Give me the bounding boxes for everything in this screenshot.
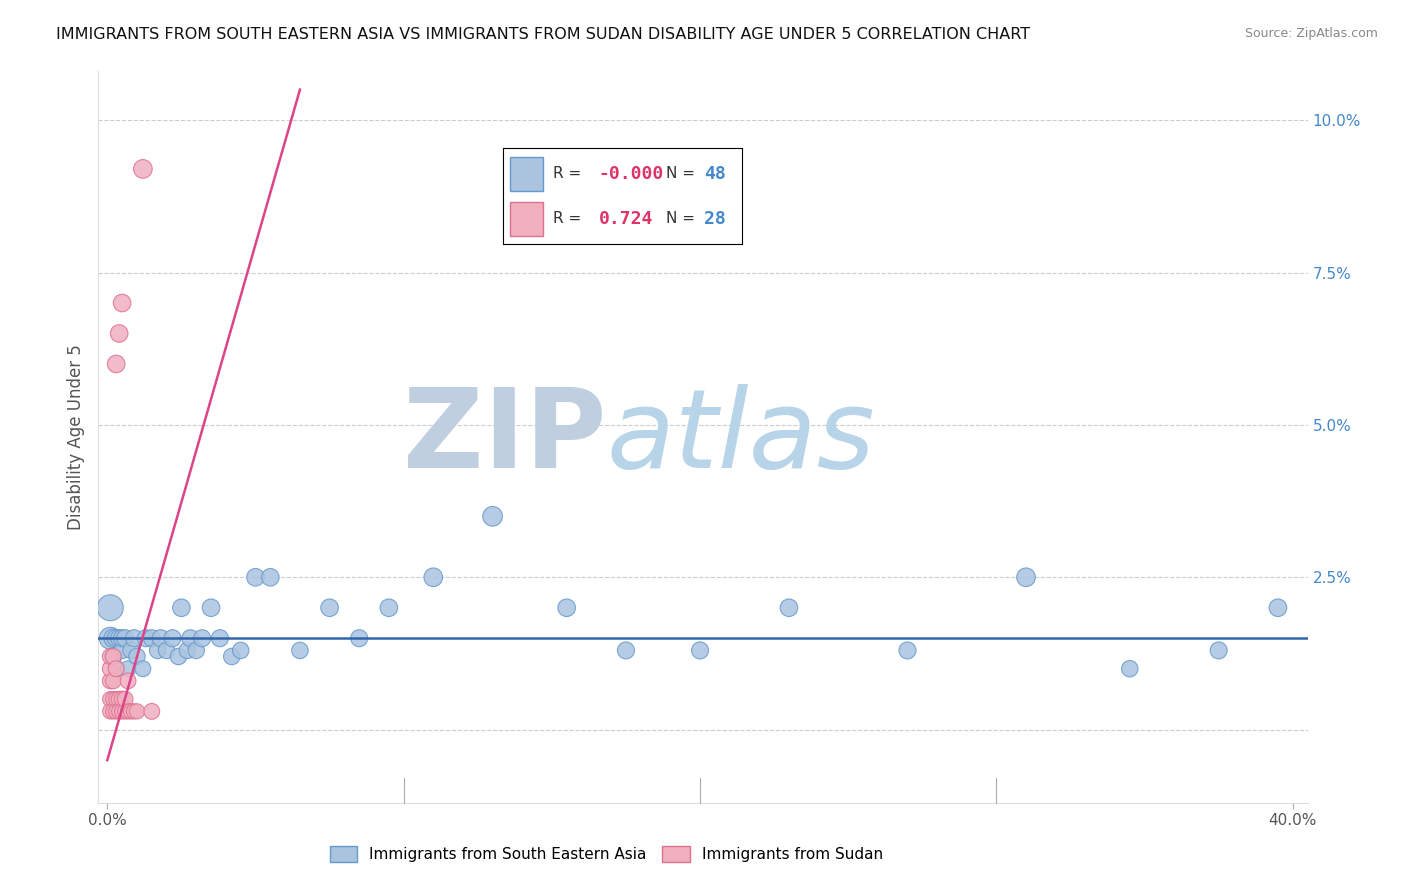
Point bbox=[114, 692, 136, 706]
Point bbox=[103, 632, 125, 646]
Text: N =: N = bbox=[665, 166, 695, 181]
Point bbox=[98, 692, 121, 706]
Bar bbox=[510, 202, 543, 235]
Point bbox=[108, 326, 131, 341]
Point bbox=[117, 662, 139, 676]
Point bbox=[111, 643, 134, 657]
Point bbox=[1015, 570, 1038, 584]
Point bbox=[141, 632, 163, 646]
Point bbox=[98, 649, 121, 664]
Point bbox=[122, 705, 145, 719]
Text: R =: R = bbox=[553, 166, 581, 181]
Point bbox=[98, 673, 121, 688]
Point bbox=[111, 705, 134, 719]
Point bbox=[179, 632, 201, 646]
Point bbox=[114, 632, 136, 646]
Point bbox=[221, 649, 243, 664]
Point bbox=[135, 632, 157, 646]
Point bbox=[105, 692, 128, 706]
Point bbox=[98, 600, 121, 615]
Point bbox=[103, 692, 125, 706]
Text: 48: 48 bbox=[704, 165, 725, 183]
Point bbox=[167, 649, 190, 664]
Text: R =: R = bbox=[553, 211, 581, 227]
Text: IMMIGRANTS FROM SOUTH EASTERN ASIA VS IMMIGRANTS FROM SUDAN DISABILITY AGE UNDER: IMMIGRANTS FROM SOUTH EASTERN ASIA VS IM… bbox=[56, 27, 1031, 42]
Point bbox=[111, 632, 134, 646]
Point bbox=[778, 600, 800, 615]
Point bbox=[103, 673, 125, 688]
Point bbox=[896, 643, 918, 657]
Point bbox=[481, 509, 503, 524]
Point bbox=[98, 632, 121, 646]
Point bbox=[176, 643, 198, 657]
Point bbox=[259, 570, 281, 584]
Point bbox=[347, 632, 370, 646]
Point bbox=[162, 632, 184, 646]
Point bbox=[132, 662, 155, 676]
Text: -0.000: -0.000 bbox=[599, 165, 664, 183]
Point bbox=[114, 705, 136, 719]
Point bbox=[422, 570, 444, 584]
Point bbox=[186, 643, 208, 657]
Point bbox=[1208, 643, 1230, 657]
Text: N =: N = bbox=[665, 211, 695, 227]
Point bbox=[200, 600, 222, 615]
Legend: Immigrants from South Eastern Asia, Immigrants from Sudan: Immigrants from South Eastern Asia, Immi… bbox=[323, 840, 889, 868]
Point bbox=[103, 705, 125, 719]
Point bbox=[105, 705, 128, 719]
Point bbox=[208, 632, 231, 646]
Point bbox=[146, 643, 169, 657]
Point bbox=[614, 643, 637, 657]
Text: 28: 28 bbox=[704, 210, 725, 228]
Point bbox=[108, 632, 131, 646]
Point bbox=[170, 600, 193, 615]
Point bbox=[111, 692, 134, 706]
Text: ZIP: ZIP bbox=[404, 384, 606, 491]
Y-axis label: Disability Age Under 5: Disability Age Under 5 bbox=[66, 344, 84, 530]
Text: atlas: atlas bbox=[606, 384, 875, 491]
Point bbox=[105, 357, 128, 371]
Point bbox=[125, 705, 148, 719]
Point bbox=[108, 692, 131, 706]
Point bbox=[149, 632, 172, 646]
Point bbox=[103, 649, 125, 664]
Point bbox=[229, 643, 252, 657]
Point bbox=[108, 705, 131, 719]
Point bbox=[132, 161, 155, 176]
Point bbox=[98, 705, 121, 719]
Point bbox=[122, 632, 145, 646]
Text: Source: ZipAtlas.com: Source: ZipAtlas.com bbox=[1244, 27, 1378, 40]
Point bbox=[288, 643, 311, 657]
Text: 0.724: 0.724 bbox=[599, 210, 652, 228]
Point bbox=[141, 705, 163, 719]
Point bbox=[98, 662, 121, 676]
Point bbox=[155, 643, 177, 657]
Point bbox=[689, 643, 711, 657]
Point bbox=[1267, 600, 1289, 615]
Point bbox=[117, 705, 139, 719]
Point bbox=[105, 662, 128, 676]
Point bbox=[191, 632, 214, 646]
Point bbox=[103, 649, 125, 664]
Point bbox=[318, 600, 340, 615]
Point bbox=[111, 296, 134, 310]
Point bbox=[555, 600, 578, 615]
Point bbox=[105, 632, 128, 646]
Bar bbox=[510, 157, 543, 191]
Point bbox=[378, 600, 401, 615]
Point bbox=[1119, 662, 1142, 676]
Point bbox=[120, 643, 142, 657]
Point bbox=[120, 705, 142, 719]
Point bbox=[125, 649, 148, 664]
Point bbox=[105, 662, 128, 676]
Point bbox=[117, 673, 139, 688]
Point bbox=[245, 570, 267, 584]
